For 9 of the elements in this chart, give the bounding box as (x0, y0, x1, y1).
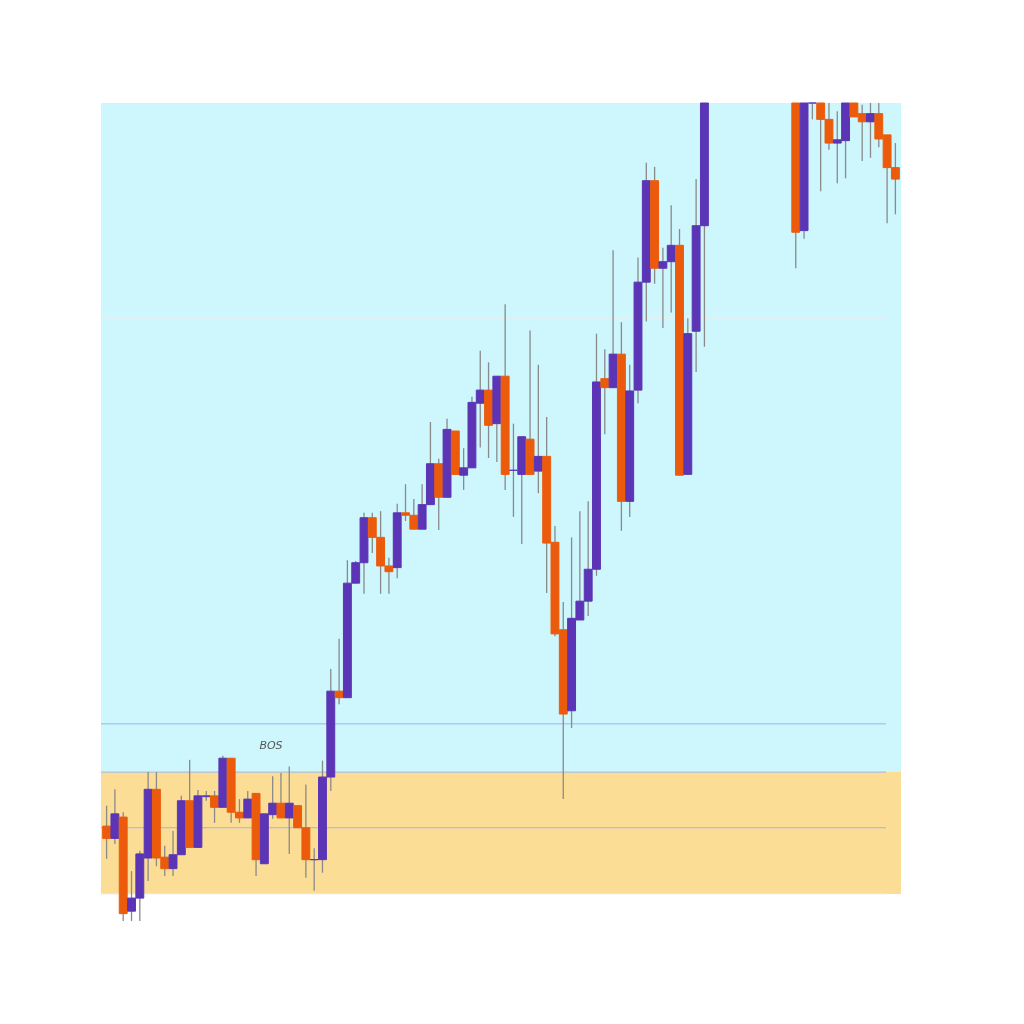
candlestick (210, 790, 219, 824)
candlestick (276, 772, 286, 819)
candlestick (243, 790, 253, 819)
candlestick (533, 364, 543, 494)
annotation: BOS (259, 739, 283, 752)
candlestick (334, 638, 344, 705)
candlestick (284, 765, 294, 855)
candlestick (600, 348, 610, 435)
candlestick (102, 805, 112, 860)
